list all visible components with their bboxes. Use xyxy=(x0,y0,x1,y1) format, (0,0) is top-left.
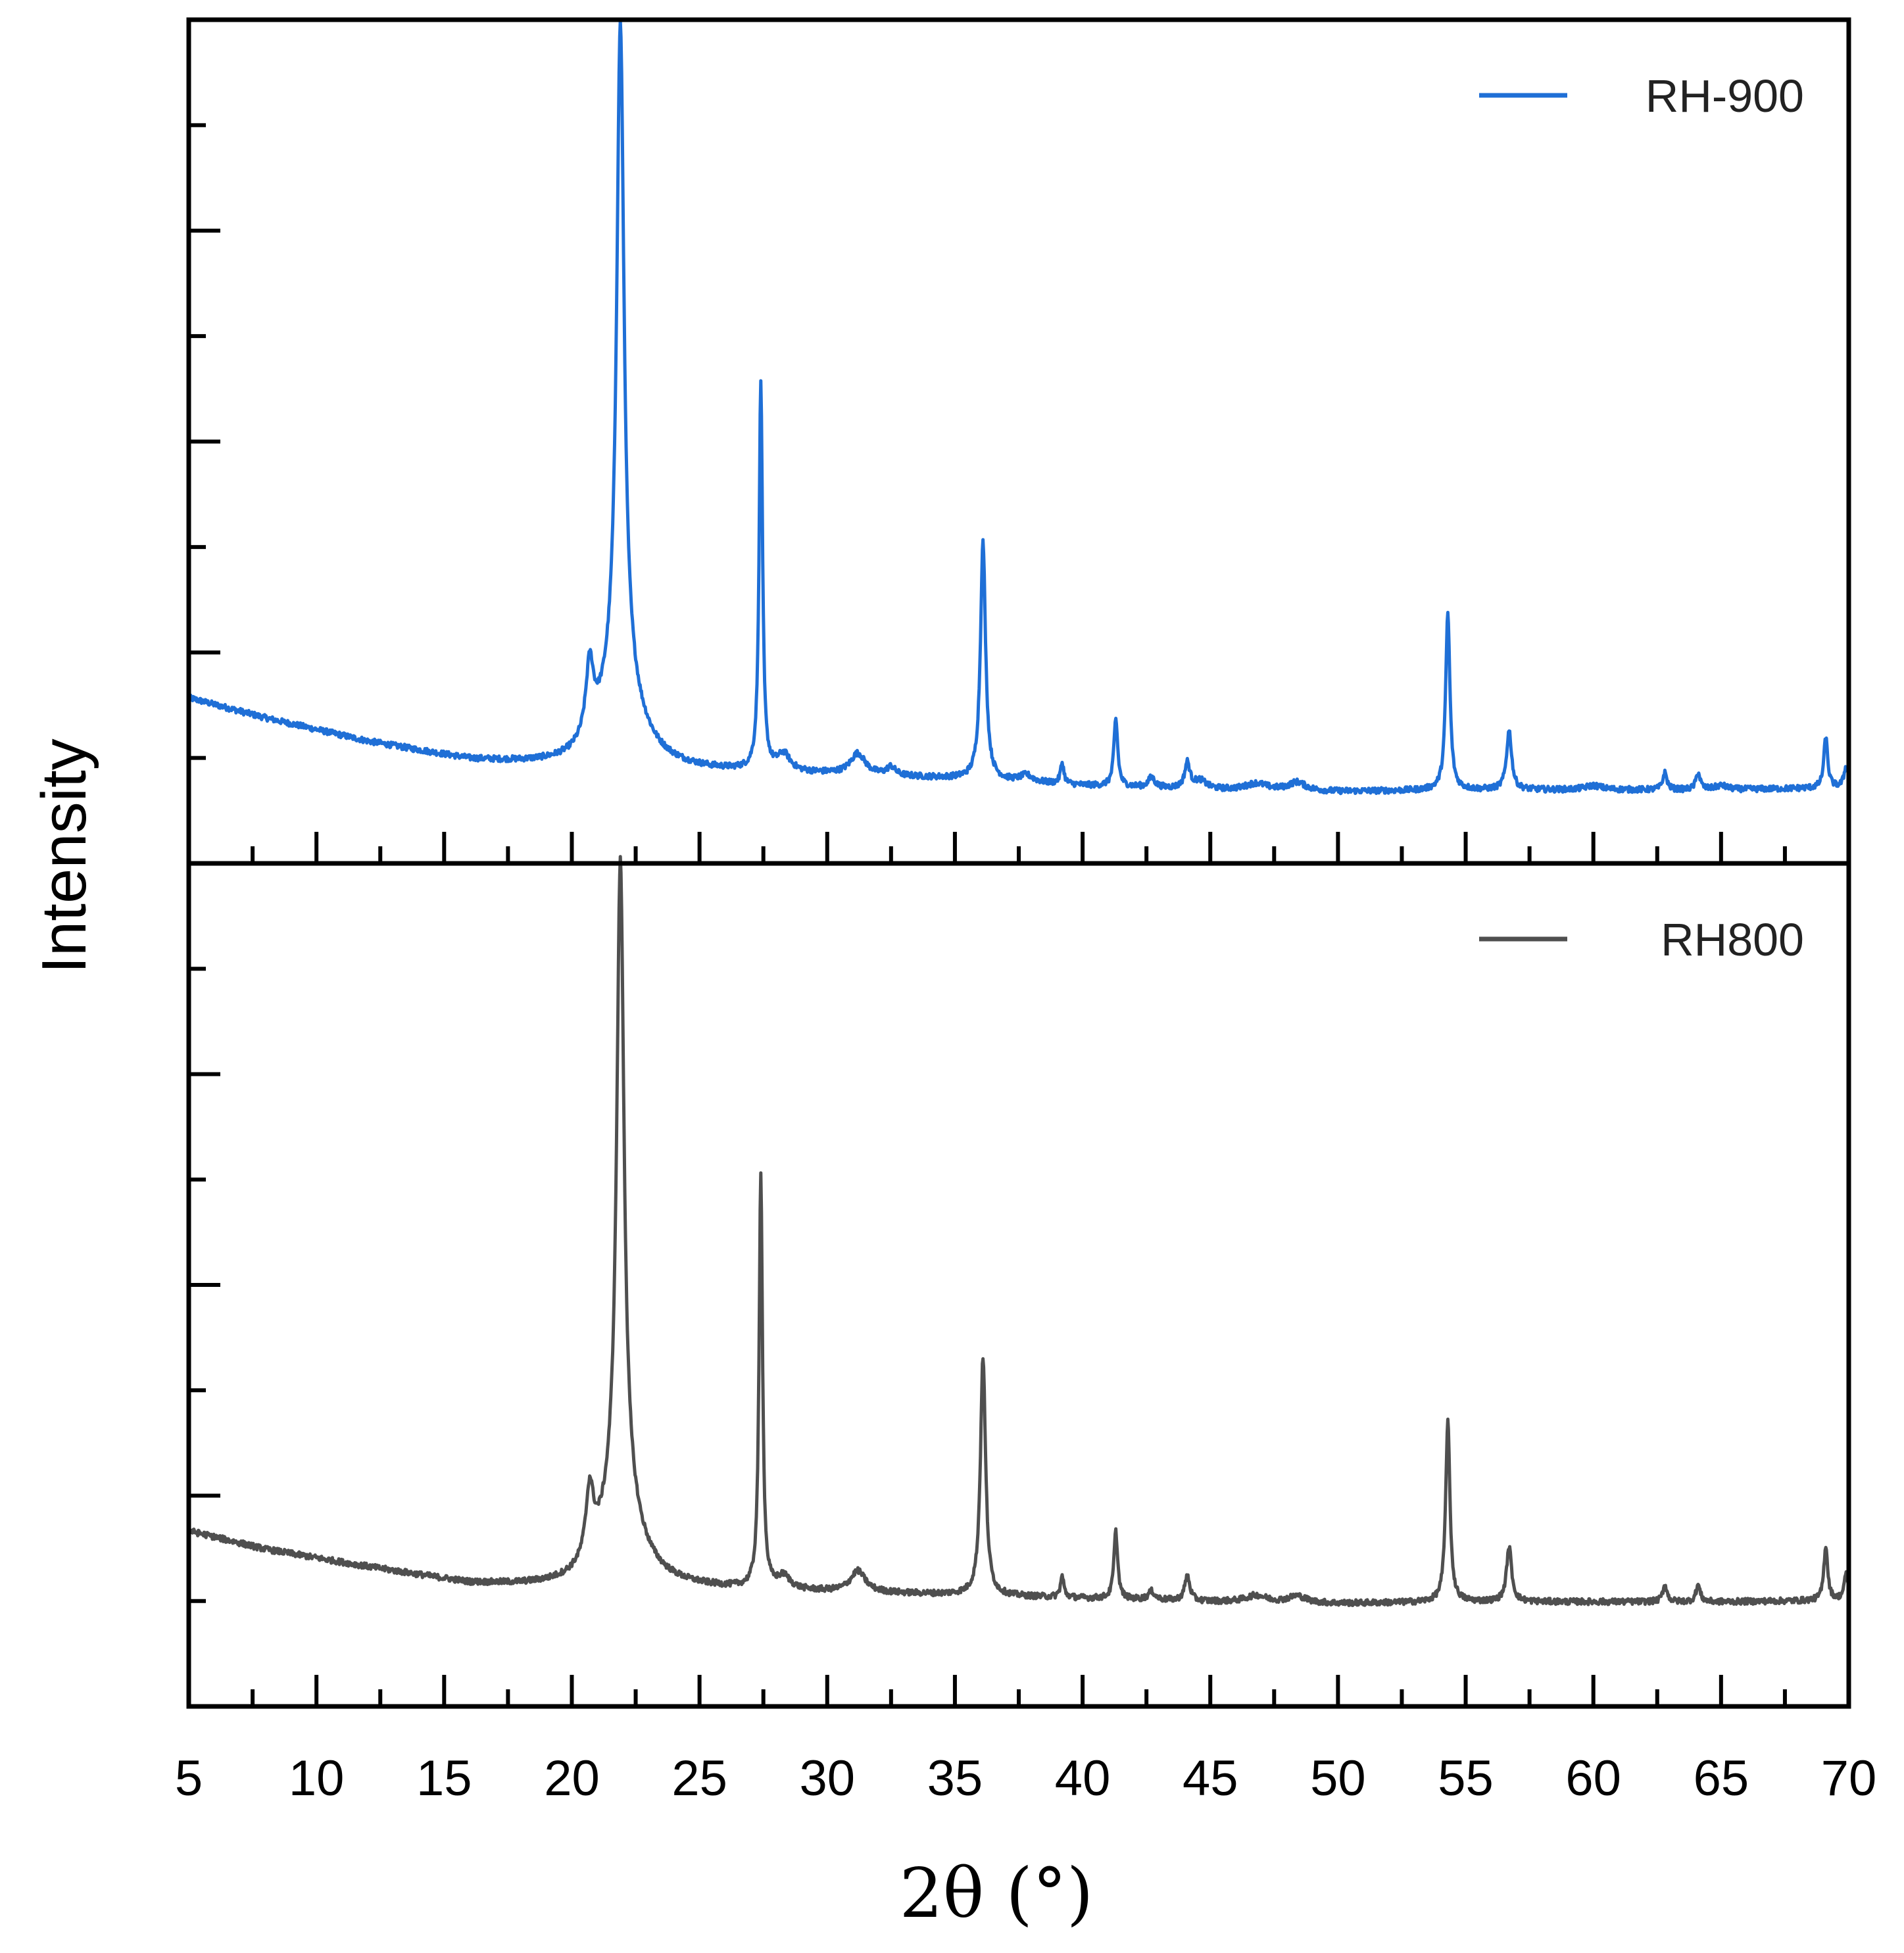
x-tick-label: 45 xyxy=(1183,1750,1238,1806)
x-tick-label: 70 xyxy=(1821,1750,1877,1806)
series-line-rh-900 xyxy=(187,19,1851,796)
x-axis-label: 2θ (°) xyxy=(900,1853,1094,1933)
x-axis-ticks: 5 10 15 20 25 30 35 40 45 50 55 60 65 70 xyxy=(175,1750,1876,1806)
x-tick-label: 40 xyxy=(1055,1750,1111,1806)
x-tick-label: 65 xyxy=(1694,1750,1749,1806)
x-tick-label: 20 xyxy=(544,1750,600,1806)
x-tick-label: 10 xyxy=(289,1750,345,1806)
x-tick-label: 55 xyxy=(1438,1750,1494,1806)
x-tick-label: 60 xyxy=(1565,1750,1621,1806)
legend-label: RH800 xyxy=(1661,914,1804,965)
panel-bottom: RH800 xyxy=(186,855,1851,1709)
x-tick-label: 5 xyxy=(175,1750,203,1806)
legend-label: RH-900 xyxy=(1646,70,1804,122)
x-tick-label: 25 xyxy=(671,1750,727,1806)
x-tick-label: 30 xyxy=(799,1750,855,1806)
series-line-rh800 xyxy=(187,855,1851,1607)
x-tick-label: 50 xyxy=(1310,1750,1366,1806)
x-tick-label: 35 xyxy=(927,1750,983,1806)
y-axis-label: Intensity xyxy=(29,738,99,974)
x-tick-label: 15 xyxy=(416,1750,472,1806)
chart-panels: RH-900 RH800 xyxy=(186,17,1851,1709)
